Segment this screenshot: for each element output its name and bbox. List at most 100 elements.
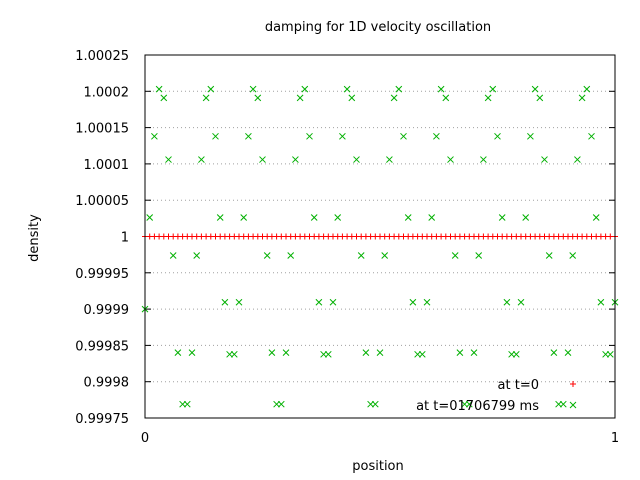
data-point-later [277,400,285,408]
data-point-later [400,132,407,140]
data-point-later [315,298,323,306]
data-point-later [254,94,262,102]
data-point-later [498,214,506,221]
data-point-later [249,85,257,93]
data-point-later [324,350,332,358]
data-point-later [456,349,464,357]
data-point-later [451,252,459,259]
data-point-later [155,85,163,93]
data-point-later [409,298,417,306]
data-point-later [428,214,436,221]
data-point-later [183,400,191,408]
data-point-later [606,350,614,358]
data-point-later [198,156,205,163]
data-point-later [292,156,299,163]
data-point-later [263,252,271,259]
data-point-later [212,132,219,140]
y-tick-label: 1.0002 [84,85,130,100]
plot-frame [144,54,616,419]
data-point-later [512,350,520,358]
data-point-later [597,298,605,306]
data-point-later [423,298,431,306]
y-tick-label: 0.9999 [84,303,130,318]
data-point-later [160,94,168,102]
legend-marker-t0 [570,381,576,387]
data-point-later [310,214,318,221]
legend-marker-later [569,401,577,409]
data-point-later [480,156,487,163]
legend-marker-cross [569,401,577,409]
data-point-later [559,400,567,408]
data-point-later [343,85,351,93]
data-point-later [517,298,525,306]
y-tick-label: 1 [121,231,129,246]
legend-label-t0: at t=0 [498,378,539,393]
data-point-later [494,132,501,140]
data-point-later [188,349,196,357]
data-point-later [447,156,454,163]
legend-label-later: at t=01706799 ms [416,399,539,414]
data-point-later [207,85,215,93]
data-point-later [433,132,440,140]
data-point-later [362,349,370,357]
data-point-later [442,94,450,102]
data-point-later [240,214,248,221]
data-point-later [475,252,483,259]
data-point-later [545,252,553,259]
data-point-later [592,214,600,221]
data-point-later [536,94,544,102]
data-point-later [282,349,290,357]
x-tick-label: 0 [141,431,149,446]
chart-title: damping for 1D velocity oscillation [265,20,491,35]
data-point-later [489,85,497,93]
y-tick-label: 0.99995 [75,267,129,282]
data-point-later [353,156,360,163]
y-axis-label: density [27,214,42,262]
y-tick-label: 0.99985 [75,339,129,354]
data-point-later [174,349,182,357]
data-point-later [564,349,572,357]
x-axis-label: position [352,459,404,474]
data-point-later [386,156,393,163]
y-tick-labels: 0.99975 0.9998 0.99985 0.9999 0.99995 1 1.0000… [75,49,129,427]
data-point-later [235,298,243,306]
data-point-later [301,85,309,93]
data-point-later [583,85,591,93]
data-point-later [465,400,473,408]
data-point-later [202,94,210,102]
data-point-later [221,298,229,306]
data-point-later [216,214,224,221]
data-point-later [574,156,581,163]
y-tick-label: 1.00015 [75,122,129,137]
data-point-later [470,349,478,357]
data-point-later [287,252,295,259]
data-point-later [437,85,445,93]
data-point-later [569,252,577,259]
data-point-later [541,156,548,163]
x-tick-label: 1 [611,431,619,446]
data-point-later [376,349,384,357]
data-point-later [306,132,313,140]
y-tick-label: 0.99975 [75,412,129,427]
data-point-later [578,94,586,102]
y-tick-label: 0.9998 [84,376,130,391]
data-point-later [193,252,201,259]
data-point-later [550,349,558,357]
y-tick-label: 1.00005 [75,194,129,209]
data-point-later [230,350,238,358]
data-point-later [165,156,172,163]
data-point-later [381,252,389,259]
data-point-later [371,400,379,408]
data-point-later [357,252,365,259]
data-point-later [503,298,511,306]
series-at-t0 [142,233,618,240]
data-point-later [334,214,342,221]
data-point-later [395,85,403,93]
y-tick-label: 1.0001 [84,158,130,173]
data-point-later [531,85,539,93]
data-point-later [259,156,266,163]
legend: at t=0 at t=01706799 ms [416,378,577,414]
data-point-later [151,132,158,140]
